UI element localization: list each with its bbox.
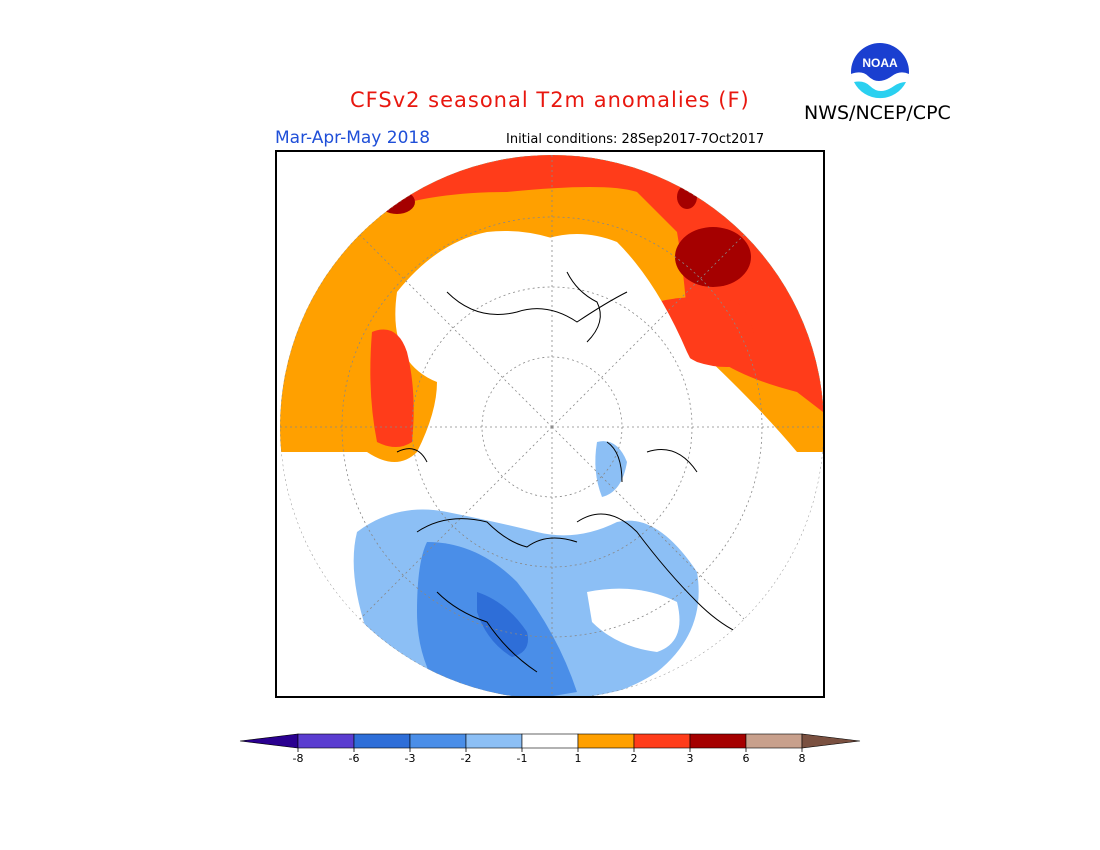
strong-warm-anomaly-west bbox=[379, 190, 415, 214]
colorbar-swatch bbox=[409, 733, 467, 749]
colorbar-swatch bbox=[297, 733, 355, 749]
initial-conditions-label: Initial conditions: 28Sep2017-7Oct2017 bbox=[506, 132, 765, 147]
strong-warm-anomaly-north bbox=[677, 185, 697, 209]
polar-map bbox=[280, 155, 823, 696]
colorbar-label: -8 bbox=[293, 752, 304, 765]
colorbar-label: -1 bbox=[517, 752, 528, 765]
colorbar-label: -6 bbox=[349, 752, 360, 765]
warm-anomaly-red-greenland bbox=[370, 329, 414, 447]
colorbar-swatch bbox=[577, 733, 635, 749]
cool-anomaly-europe bbox=[595, 441, 627, 497]
colorbar-swatch bbox=[633, 733, 691, 749]
map-frame bbox=[275, 150, 825, 698]
agency-label: NWS/NCEP/CPC bbox=[804, 102, 951, 124]
colorbar-swatch bbox=[689, 733, 747, 749]
noaa-logo-text: NOAA bbox=[862, 56, 898, 70]
near-normal-region bbox=[417, 234, 753, 532]
colorbar-swatch-min bbox=[239, 733, 299, 749]
warm-anomaly-red bbox=[280, 155, 823, 412]
colorbar-label: 6 bbox=[743, 752, 750, 765]
colorbar-label: 8 bbox=[799, 752, 806, 765]
chart-title: CFSv2 seasonal T2m anomalies (F) bbox=[350, 88, 750, 112]
season-label: Mar-Apr-May 2018 bbox=[275, 128, 431, 148]
colorbar-swatch bbox=[745, 733, 803, 749]
colorbar: -8 -6 -3 -2 -1 1 2 3 6 8 bbox=[239, 733, 861, 765]
colorbar-swatch bbox=[465, 733, 523, 749]
noaa-logo: NOAA bbox=[849, 41, 911, 103]
strong-warm-anomaly-east bbox=[675, 227, 751, 287]
colorbar-label: 2 bbox=[631, 752, 638, 765]
colorbar-swatch-max bbox=[801, 733, 861, 749]
graticule bbox=[280, 155, 823, 696]
colorbar-label: -2 bbox=[461, 752, 472, 765]
coastlines bbox=[396, 271, 738, 673]
cool-anomaly-blue-core bbox=[477, 592, 528, 657]
colorbar-label: -3 bbox=[405, 752, 416, 765]
colorbar-label: 1 bbox=[575, 752, 582, 765]
colorbar-swatch bbox=[521, 733, 579, 749]
colorbar-swatch bbox=[353, 733, 411, 749]
colorbar-label: 3 bbox=[687, 752, 694, 765]
